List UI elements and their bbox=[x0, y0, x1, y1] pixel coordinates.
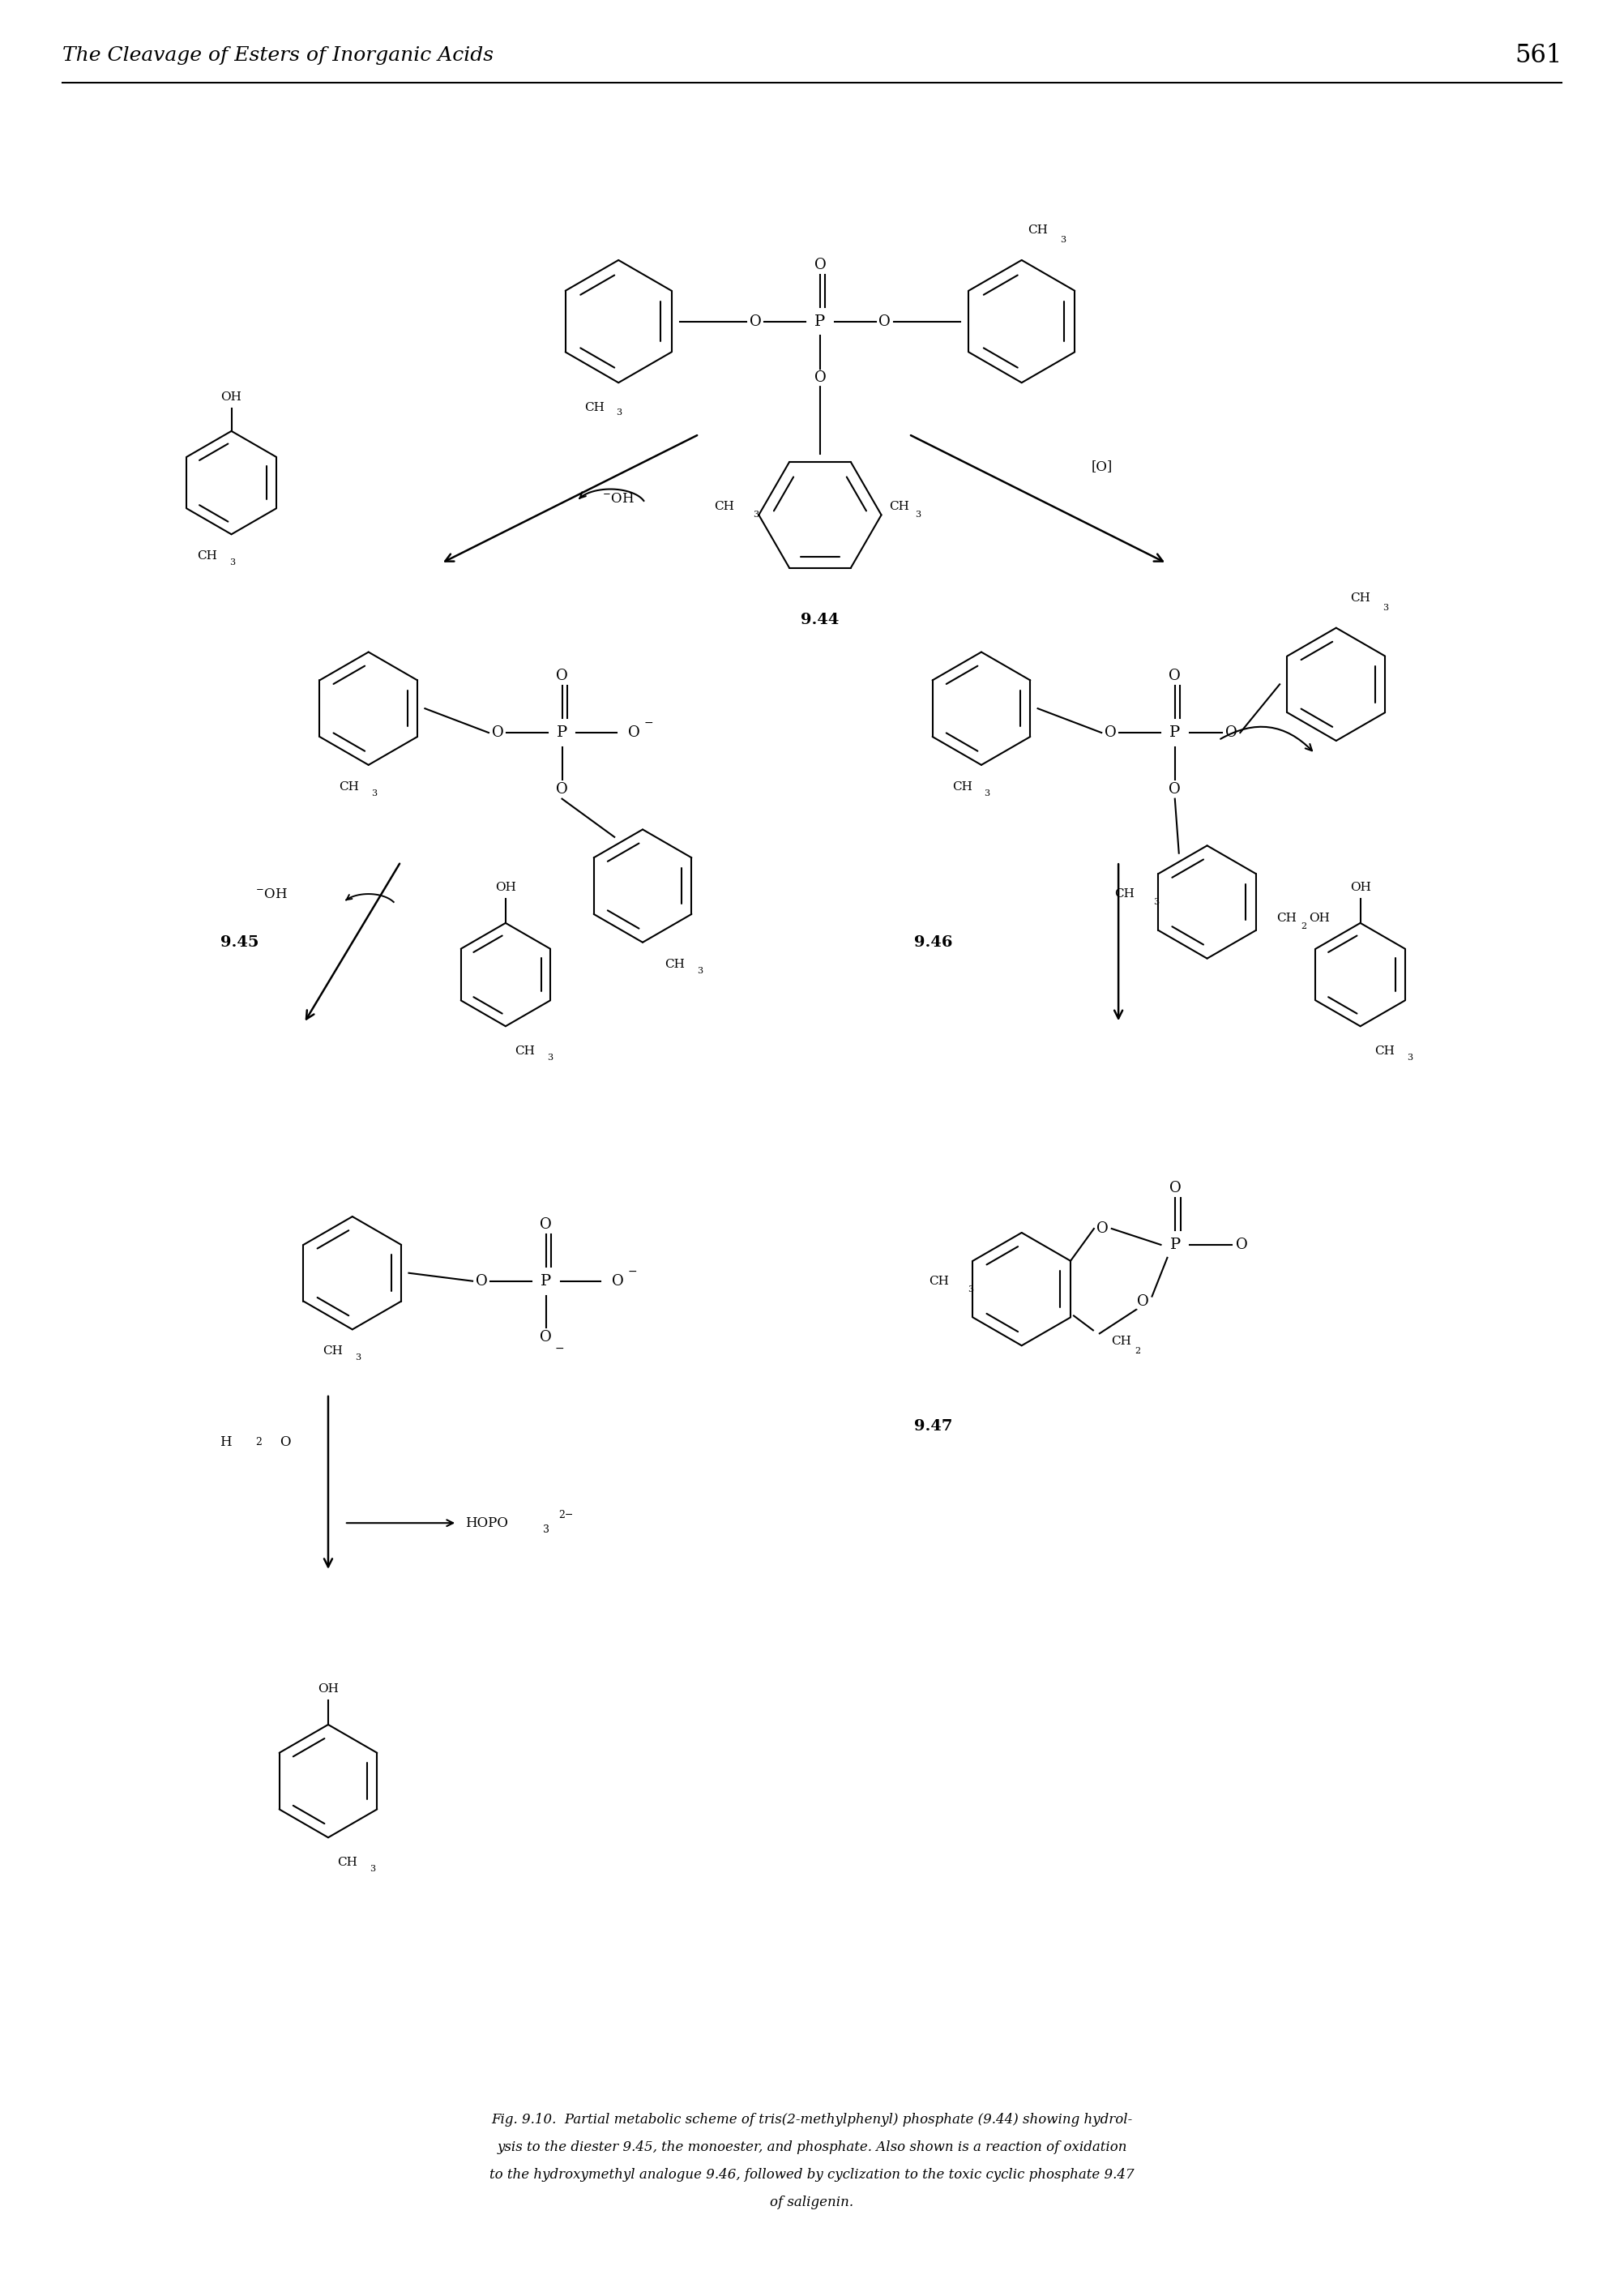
Text: CH: CH bbox=[338, 1857, 357, 1869]
Text: O: O bbox=[612, 1274, 624, 1288]
Text: O: O bbox=[1169, 668, 1181, 684]
Text: CH: CH bbox=[715, 501, 734, 512]
Text: 3: 3 bbox=[916, 512, 921, 519]
Text: to the hydroxymethyl analogue 9.46, followed by cyclization to the toxic cyclic : to the hydroxymethyl analogue 9.46, foll… bbox=[489, 2167, 1135, 2181]
Text: O: O bbox=[814, 370, 827, 386]
Text: 3: 3 bbox=[968, 1286, 973, 1293]
Text: 3: 3 bbox=[229, 558, 235, 567]
Text: 3: 3 bbox=[370, 1864, 375, 1874]
Text: O: O bbox=[1236, 1238, 1247, 1251]
Text: OH: OH bbox=[221, 393, 242, 402]
Text: CH: CH bbox=[585, 402, 604, 413]
Text: CH: CH bbox=[1028, 225, 1047, 236]
Text: HOPO: HOPO bbox=[464, 1515, 508, 1529]
Text: O: O bbox=[750, 315, 762, 328]
Text: CH: CH bbox=[323, 1345, 343, 1357]
Text: 2−: 2− bbox=[559, 1511, 573, 1520]
Text: 9.46: 9.46 bbox=[914, 934, 952, 951]
Text: The Cleavage of Esters of Inorganic Acids: The Cleavage of Esters of Inorganic Acid… bbox=[62, 46, 494, 64]
Text: CH: CH bbox=[197, 551, 218, 563]
Text: ysis to the diester 9.45, the monoester, and phosphate. Also shown is a reaction: ysis to the diester 9.45, the monoester,… bbox=[497, 2140, 1127, 2154]
Text: 3: 3 bbox=[356, 1355, 361, 1362]
Text: O: O bbox=[1226, 726, 1237, 739]
Text: O: O bbox=[1137, 1295, 1150, 1309]
Text: 3: 3 bbox=[372, 790, 377, 797]
Text: OH: OH bbox=[495, 882, 516, 893]
Text: −: − bbox=[643, 716, 653, 728]
Text: O: O bbox=[1169, 783, 1181, 797]
Text: P: P bbox=[1169, 726, 1181, 739]
Text: CH: CH bbox=[1374, 1045, 1395, 1056]
Text: O: O bbox=[476, 1274, 487, 1288]
Text: 3: 3 bbox=[547, 1054, 552, 1061]
Text: CH: CH bbox=[664, 957, 685, 969]
Text: O: O bbox=[492, 726, 503, 739]
Text: O: O bbox=[879, 315, 890, 328]
Text: 3: 3 bbox=[1060, 236, 1065, 243]
Text: O: O bbox=[1096, 1221, 1109, 1235]
Text: CH: CH bbox=[1350, 592, 1371, 604]
Text: P: P bbox=[815, 315, 825, 328]
Text: O: O bbox=[555, 783, 568, 797]
Text: O: O bbox=[539, 1329, 552, 1345]
Text: 2: 2 bbox=[1135, 1348, 1140, 1355]
Text: OH: OH bbox=[1350, 882, 1371, 893]
Text: 3: 3 bbox=[697, 967, 703, 976]
Text: 3: 3 bbox=[984, 790, 991, 797]
Text: O: O bbox=[1104, 726, 1116, 739]
Text: 3: 3 bbox=[542, 1525, 549, 1534]
Text: O: O bbox=[628, 726, 640, 739]
Text: 9.44: 9.44 bbox=[801, 613, 840, 627]
Text: CH: CH bbox=[1276, 912, 1296, 923]
Text: −: − bbox=[555, 1343, 564, 1355]
Text: $^{-}$OH: $^{-}$OH bbox=[255, 886, 287, 900]
Text: O: O bbox=[279, 1435, 291, 1449]
Text: P: P bbox=[1169, 1238, 1181, 1251]
Text: O: O bbox=[1169, 1180, 1181, 1196]
Text: 3: 3 bbox=[1382, 604, 1389, 611]
Text: [O]: [O] bbox=[1091, 459, 1112, 473]
Text: 2: 2 bbox=[1301, 923, 1306, 930]
Text: CH: CH bbox=[515, 1045, 534, 1056]
Text: P: P bbox=[541, 1274, 551, 1288]
Text: 9.45: 9.45 bbox=[221, 934, 258, 951]
Text: CH: CH bbox=[929, 1274, 948, 1286]
Text: Fig. 9.10.  Partial metabolic scheme of tris(2-methylphenyl) phosphate (9.44) sh: Fig. 9.10. Partial metabolic scheme of t… bbox=[492, 2112, 1132, 2126]
Text: O: O bbox=[814, 257, 827, 273]
Text: 561: 561 bbox=[1515, 44, 1562, 69]
Text: of saligenin.: of saligenin. bbox=[770, 2195, 854, 2209]
Text: O: O bbox=[555, 668, 568, 684]
Text: P: P bbox=[557, 726, 567, 739]
Text: CH: CH bbox=[952, 781, 973, 792]
Text: 3: 3 bbox=[754, 512, 758, 519]
Text: OH: OH bbox=[1309, 912, 1330, 923]
Text: $^{-}$OH: $^{-}$OH bbox=[603, 491, 635, 505]
Text: CH: CH bbox=[890, 501, 909, 512]
Text: 3: 3 bbox=[617, 409, 622, 416]
Text: 2: 2 bbox=[255, 1437, 261, 1446]
Text: CH: CH bbox=[1114, 889, 1135, 900]
Text: −: − bbox=[627, 1265, 637, 1277]
Text: CH: CH bbox=[1111, 1336, 1130, 1348]
Text: H: H bbox=[219, 1435, 231, 1449]
Text: O: O bbox=[539, 1217, 552, 1233]
Text: 3: 3 bbox=[1153, 898, 1160, 907]
Text: OH: OH bbox=[318, 1683, 339, 1694]
Text: CH: CH bbox=[339, 781, 359, 792]
Text: 3: 3 bbox=[1406, 1054, 1413, 1061]
Text: 9.47: 9.47 bbox=[914, 1419, 952, 1433]
